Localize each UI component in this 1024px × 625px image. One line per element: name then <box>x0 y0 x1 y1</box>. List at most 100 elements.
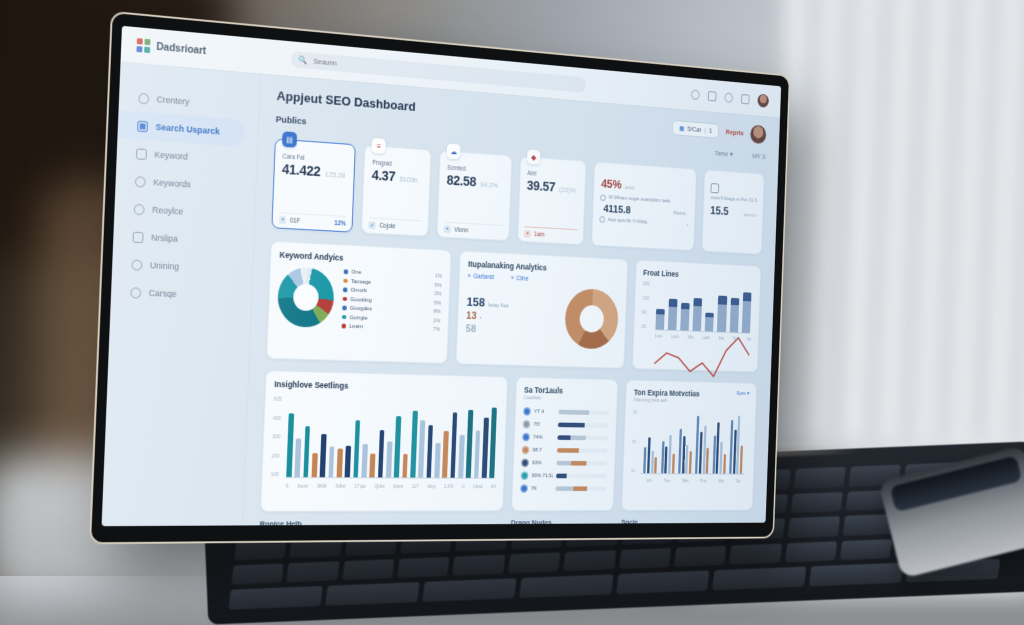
bars <box>640 408 748 475</box>
y-tick: 120 <box>642 295 650 302</box>
progress-segment <box>558 409 590 415</box>
y-tick: 200 <box>271 453 280 460</box>
card-secondary-value: 94.2% <box>480 180 499 190</box>
cloud-icon: ☁ <box>446 143 461 160</box>
legend-dot <box>341 314 347 320</box>
sidebar-item-carsqe[interactable]: Carsqe <box>111 278 252 311</box>
keyboard-key <box>790 491 843 514</box>
sidebar-item-label: Nrslipa <box>150 232 178 244</box>
keyboard-key <box>673 545 727 568</box>
card-footer: ✓ Cojole <box>368 217 422 232</box>
divider: | <box>704 126 707 135</box>
legend-value: 5% <box>434 281 443 289</box>
card-value: 4115.8 <box>603 203 631 216</box>
panel-subtitle: Csadfaw <box>523 395 542 402</box>
page-title: Appjeut SEO Dashboard <box>276 88 416 114</box>
panel-title: Froat Lines <box>643 268 679 279</box>
y-axis-ticks: 625 400 300 200 100 <box>271 397 282 478</box>
app-logo-text: Dadsrioart <box>156 40 207 58</box>
stat-card[interactable]: ☁ Scrnted 82.58 94.2% ▪ Vlonn <box>436 143 513 242</box>
bar <box>353 420 361 478</box>
user-avatar[interactable] <box>750 124 767 145</box>
stat-value: 13 <box>466 309 477 322</box>
front-lines-chart: 200 120 90 20 Low Loth Mb Lath Ma Tis Tst <box>641 281 753 342</box>
keyboard-key <box>787 516 841 539</box>
legend-label: One <box>351 268 362 276</box>
bullet-icon <box>599 216 606 223</box>
date-range-button[interactable]: ▦ 5/Car | 1 <box>671 119 720 139</box>
x-tick: Sdbn <box>335 484 346 490</box>
laptop-screen: Dadsrioart 🔍 Crentery Search Usparck Keywo… <box>89 10 791 545</box>
bar <box>402 454 409 478</box>
main-content: Appjeut SEO Dashboard ▦ 5/Car | 1 Reprts… <box>243 74 780 527</box>
tool-progress <box>558 409 610 416</box>
x-tick: Tis <box>732 336 738 343</box>
bar <box>311 453 318 478</box>
y-tick: 400 <box>272 415 282 422</box>
history-icon[interactable] <box>690 89 700 100</box>
card-value: 41.422 <box>281 162 321 181</box>
bullet-icon <box>600 194 607 201</box>
tool-icon <box>521 445 530 455</box>
tool-label: 74% <box>532 434 543 441</box>
sidebar-item-label: Crentery <box>156 94 190 107</box>
progress-segment <box>572 486 588 491</box>
bar <box>489 407 497 478</box>
insight-settings-panel: Insighlove Seetlings 625 400 300 200 100 6 6o… <box>260 370 509 512</box>
x-tick: Mw <box>718 479 725 485</box>
stat-card[interactable]: 45% amd W Mfvam nugte avandsbm task 4115.8 R… <box>591 161 698 252</box>
settings-icon[interactable] <box>740 93 750 104</box>
progress-segment <box>555 486 574 491</box>
insight-bar-chart: 625 400 300 200 100 6 6ouvr WtW Sdbn 17 jas Qubs I… <box>270 397 499 490</box>
legend-label: Tacsage <box>350 277 372 286</box>
y-tick: 100 <box>270 472 279 478</box>
analytics-tab[interactable]: » Gartanst <box>468 273 495 281</box>
stat-card[interactable]: ◆ Abrl 39.57 (22)% ▪ 1am <box>517 149 587 246</box>
card-footer-label: Cojole <box>379 222 396 230</box>
time-filter-dropdown[interactable]: Tame ▾ <box>714 148 733 159</box>
tool-progress <box>555 486 607 491</box>
user-avatar-small[interactable] <box>757 93 769 108</box>
apps-icon[interactable] <box>707 90 717 102</box>
reports-button[interactable]: Reprts <box>725 127 744 138</box>
sort-dropdown[interactable]: Spre ▾ <box>736 391 750 397</box>
tool-icon <box>522 432 530 442</box>
stat-value: 58 <box>465 322 477 335</box>
bell-icon[interactable] <box>724 92 734 103</box>
tool-row: 98.7 <box>521 445 609 455</box>
bar-group <box>678 409 693 474</box>
more-link[interactable]: MY 3 <box>752 151 766 161</box>
bar <box>294 438 302 478</box>
calendar-icon: ▦ <box>679 125 685 132</box>
target-icon <box>133 203 145 215</box>
card-value-note: woacn <box>743 212 757 219</box>
y-tick: 50 <box>631 439 637 445</box>
bar-group <box>660 409 676 474</box>
cutoff-panel-title-left: Ronice Helb <box>259 519 302 527</box>
card-footer: ▪ Vlonn <box>443 221 504 237</box>
check-icon: ✓ <box>368 221 377 230</box>
x-tick: Ma <box>718 336 724 342</box>
search-icon <box>137 120 149 132</box>
tool-progress <box>556 448 609 453</box>
bar-group <box>712 410 727 474</box>
card-footer-label: Vlonn <box>454 226 469 234</box>
stat-card[interactable]: ≡ Prograd 4.37 5109b ✓ Cojole <box>361 137 432 237</box>
stat-card[interactable]: ▤ Cara Fal 41.422 125.28 ▪ 01F 12% <box>271 131 357 233</box>
stat-row: 13 • <box>466 310 559 325</box>
share-icon <box>134 175 146 188</box>
stat-value: 158 <box>466 294 486 309</box>
stat-card[interactable]: www Fdsaga w Rvs 31.5 15.5 woacn <box>701 169 765 255</box>
expire-grouped-bar-chart: 90 50 10 Lth Tne Wrs Fne Mw Sa <box>630 408 748 484</box>
legend-label: Googdes <box>349 304 373 313</box>
x-tick: Ipwrs <box>393 485 404 490</box>
keyword-donut-chart <box>276 266 335 329</box>
target-icon <box>710 183 720 194</box>
x-tick: 2.2% <box>443 485 454 490</box>
y-axis-ticks: 90 50 10 <box>631 410 638 474</box>
progress-segment <box>570 435 587 440</box>
app-logo-icon <box>136 38 150 53</box>
keyboard-key <box>231 563 284 586</box>
mini-icon: ▪ <box>443 225 451 234</box>
analytics-tab[interactable]: » Cline <box>511 275 529 282</box>
